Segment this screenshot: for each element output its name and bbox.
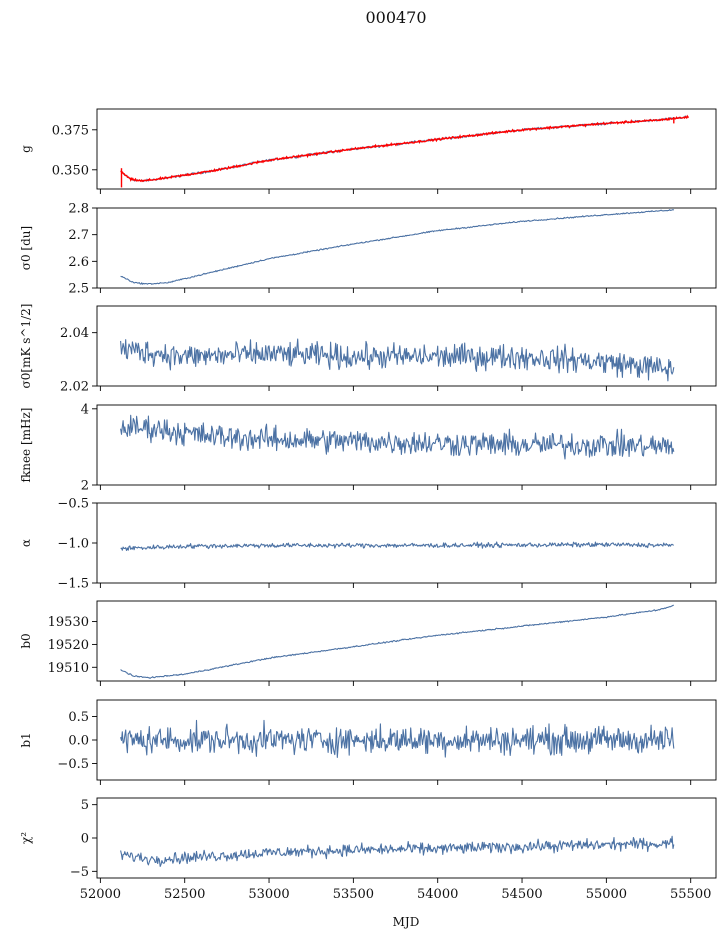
- series-line-b1: [120, 719, 675, 758]
- series-group-alpha: [120, 541, 674, 552]
- series-line-alpha: [120, 541, 674, 552]
- y-axis-label-sigma0-du: σ0 [du]: [19, 226, 33, 270]
- panel-sigma0-mk: 2.02 2.04 σ0[mK s^1/2]: [19, 304, 717, 395]
- y-axis-label-sigma0-mk: σ0[mK s^1/2]: [19, 304, 33, 389]
- series-line-chi2: [120, 835, 675, 867]
- y-tick-label-g: 0.350: [52, 163, 89, 178]
- y-tick-label-alpha: −1.5: [57, 577, 89, 592]
- x-tick-label: 53000: [248, 887, 289, 902]
- panel-chi2: −5 0 5 52000 52500 53000 53500 54000 54500 55000 5…: [19, 797, 717, 902]
- y-tick-label-chi2: 5: [81, 798, 89, 813]
- series-group-g: [120, 114, 689, 188]
- y-tick-label-b1: 0.0: [68, 734, 89, 749]
- y-tick-label-b0: 19520: [48, 638, 89, 653]
- x-tick-label: 55000: [586, 887, 627, 902]
- y-tick-label-sigma0-du: 2.7: [68, 228, 89, 243]
- series-group-b0: [120, 604, 674, 679]
- panel-sigma0-du: 2.5 2.6 2.7 2.8 σ0 [du]: [19, 202, 717, 297]
- chart-title: 000470: [365, 8, 426, 27]
- y-tick-label-b1: 0.5: [68, 710, 89, 725]
- y-tick-label-sigma0-mk: 2.04: [60, 326, 89, 341]
- panel-frame-g: [96, 108, 717, 190]
- model-line-g: [120, 114, 689, 183]
- y-tick-label-alpha: −1.0: [57, 537, 89, 552]
- series-line-sigma0-mk: [120, 338, 675, 382]
- y-tick-label-alpha: −0.5: [57, 497, 89, 512]
- series-line-b0: [120, 604, 674, 679]
- y-axis-label-g: g: [19, 145, 33, 153]
- panel-b1: −0.5 0.0 0.5 b1: [19, 699, 717, 785]
- panel-alpha: −1.5 −1.0 −0.5 α: [19, 497, 717, 592]
- panel-frame-sigma0-du: [96, 207, 717, 289]
- y-tick-label-sigma0-du: 2.8: [68, 202, 89, 217]
- y-tick-label-fknee: 2: [81, 479, 89, 494]
- y-axis-label-b0: b0: [19, 633, 33, 648]
- series-line-sigma0-du: [120, 209, 675, 285]
- x-tick-label: 52500: [164, 887, 205, 902]
- y-tick-label-sigma0-du: 2.6: [68, 255, 89, 270]
- panel-b0: 19510 19520 19530 b0: [19, 600, 717, 686]
- y-axis-label-chi2: χ²: [19, 832, 33, 844]
- y-tick-label-sigma0-mk: 2.02: [60, 380, 89, 395]
- panel-frame-sigma0-mk: [96, 305, 717, 387]
- y-tick-label-g: 0.375: [52, 123, 89, 138]
- series-group-fknee: [120, 414, 675, 460]
- panel-frame-chi2: [96, 797, 717, 879]
- x-tick-label: 53500: [333, 887, 374, 902]
- y-tick-label-chi2: 0: [81, 832, 89, 847]
- y-axis-label-b1: b1: [19, 732, 33, 747]
- y-tick-label-b0: 19530: [48, 615, 89, 630]
- series-group-b1: [120, 719, 675, 758]
- y-axis-label-fknee: fknee [mHz]: [19, 408, 33, 483]
- x-axis-label: MJD: [393, 915, 420, 929]
- y-axis-label-alpha: α: [19, 539, 33, 547]
- series-group-sigma0-mk: [120, 338, 675, 382]
- panel-frame-b0: [96, 600, 717, 682]
- y-tick-label-fknee: 4: [81, 402, 89, 417]
- y-tick-label-chi2: −5: [70, 865, 89, 880]
- y-tick-label-b0: 19510: [48, 661, 89, 676]
- panel-fknee: 2 4 fknee [mHz]: [19, 402, 717, 494]
- panel-g: 0.350 0.375 g: [19, 108, 717, 194]
- series-group-sigma0-du: [120, 209, 675, 285]
- x-tick-label: 52000: [80, 887, 121, 902]
- series-line-fknee: [120, 414, 675, 460]
- y-tick-label-b1: −0.5: [57, 757, 89, 772]
- panels-group: 0.350 0.375 g 2.5 2.6 2.7 2.8 σ0 [du] 2.02 2.04 σ0…: [19, 108, 717, 902]
- x-tick-label: 55500: [670, 887, 711, 902]
- panel-frame-fknee: [96, 404, 717, 486]
- y-tick-label-sigma0-du: 2.5: [68, 282, 89, 297]
- x-tick-label: 54000: [417, 887, 458, 902]
- x-tick-label: 54500: [501, 887, 542, 902]
- series-group-chi2: [120, 835, 675, 867]
